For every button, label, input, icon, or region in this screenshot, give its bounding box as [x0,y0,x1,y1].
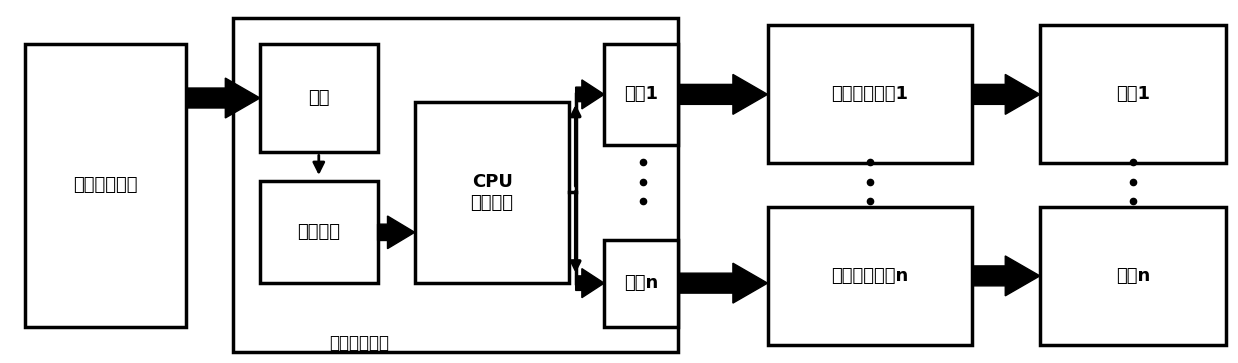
Text: 转矩检测系统: 转矩检测系统 [73,176,137,194]
Polygon shape [576,80,604,109]
Text: 电机1: 电机1 [1115,85,1150,103]
Bar [233,18,678,352]
Polygon shape [972,256,1040,296]
Text: CPU
智能计算: CPU 智能计算 [470,173,514,212]
Bar [260,182,378,283]
Polygon shape [186,78,260,118]
Polygon shape [678,74,768,114]
Bar [1040,25,1226,163]
Text: 变频传动系统n: 变频传动系统n [831,267,909,285]
Polygon shape [678,263,768,303]
Text: 电机n: 电机n [1115,267,1150,285]
Text: 变频传动系统1: 变频传动系统1 [831,85,909,103]
Text: 控制1: 控制1 [624,85,659,103]
Bar [1040,207,1226,345]
Text: 控制n: 控制n [624,274,659,292]
Text: 数据中心: 数据中心 [297,223,340,241]
Bar [25,44,186,327]
Bar [260,44,378,152]
Bar [604,44,678,145]
Bar [415,102,569,283]
Text: 智能控制系统: 智能控制系统 [329,334,389,352]
Bar [768,25,972,163]
Polygon shape [378,216,415,249]
Bar [604,240,678,327]
Text: 采样: 采样 [308,89,329,107]
Polygon shape [972,74,1040,114]
Bar [768,207,972,345]
Polygon shape [576,269,604,298]
